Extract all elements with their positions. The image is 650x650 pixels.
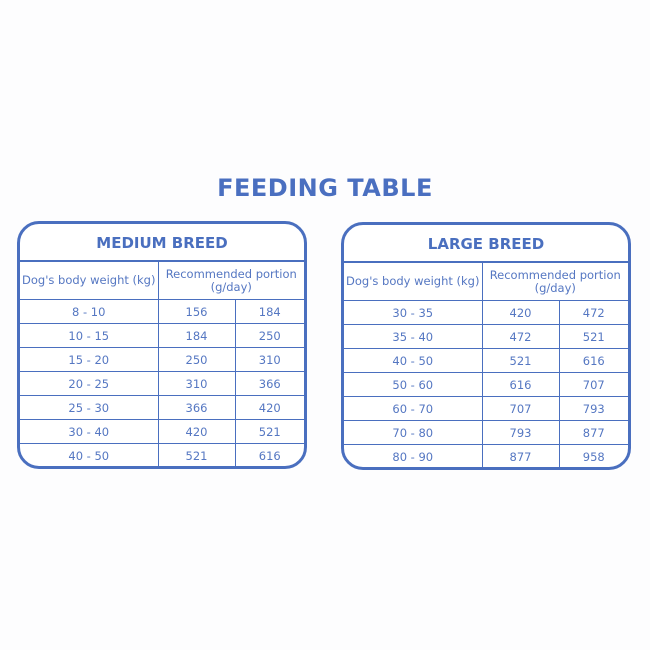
portion-min-cell: 420 bbox=[157, 419, 236, 444]
weight-cell: 80 - 90 bbox=[344, 444, 483, 467]
weight-cell: 60 - 70 bbox=[344, 396, 483, 421]
weight-cell: 20 - 25 bbox=[20, 371, 159, 396]
header-portion: Recommended portion (g/day) bbox=[481, 263, 628, 301]
table-row: 40 - 50 521 616 bbox=[20, 443, 304, 466]
table-row: 8 - 10 156 184 bbox=[20, 299, 304, 324]
portion-max-cell: 958 bbox=[558, 444, 628, 467]
portion-min-cell: 184 bbox=[157, 323, 236, 348]
portion-min-cell: 472 bbox=[481, 324, 560, 349]
weight-cell: 8 - 10 bbox=[20, 299, 159, 324]
table-row: 15 - 20 250 310 bbox=[20, 347, 304, 372]
card-title: LARGE BREED bbox=[344, 225, 628, 263]
table-row: 30 - 40 420 521 bbox=[20, 419, 304, 444]
card-title: MEDIUM BREED bbox=[20, 224, 304, 262]
portion-max-cell: 877 bbox=[558, 420, 628, 445]
portion-min-cell: 707 bbox=[481, 396, 560, 421]
weight-cell: 10 - 15 bbox=[20, 323, 159, 348]
weight-cell: 30 - 40 bbox=[20, 419, 159, 444]
page-title: FEEDING TABLE bbox=[217, 174, 433, 202]
portion-max-cell: 793 bbox=[558, 396, 628, 421]
portion-min-cell: 877 bbox=[481, 444, 560, 467]
portion-max-cell: 184 bbox=[234, 299, 304, 324]
table-row: 20 - 25 310 366 bbox=[20, 371, 304, 396]
weight-cell: 40 - 50 bbox=[20, 443, 159, 466]
table-row: 70 - 80 793 877 bbox=[344, 420, 628, 445]
portion-min-cell: 366 bbox=[157, 395, 236, 420]
feeding-table: Dog's body weight (kg) Recommended porti… bbox=[20, 262, 304, 466]
table-row: 25 - 30 366 420 bbox=[20, 395, 304, 420]
portion-max-cell: 310 bbox=[234, 347, 304, 372]
weight-cell: 35 - 40 bbox=[344, 324, 483, 349]
portion-max-cell: 521 bbox=[234, 419, 304, 444]
table-row: 50 - 60 616 707 bbox=[344, 372, 628, 397]
portion-max-cell: 707 bbox=[558, 372, 628, 397]
portion-min-cell: 420 bbox=[481, 300, 560, 325]
weight-cell: 40 - 50 bbox=[344, 348, 483, 373]
table-row: 30 - 35 420 472 bbox=[344, 300, 628, 325]
feeding-table: Dog's body weight (kg) Recommended porti… bbox=[344, 263, 628, 467]
portion-min-cell: 521 bbox=[157, 443, 236, 466]
table-row: 40 - 50 521 616 bbox=[344, 348, 628, 373]
portion-max-cell: 616 bbox=[234, 443, 304, 466]
header-weight: Dog's body weight (kg) bbox=[344, 263, 483, 301]
portion-min-cell: 616 bbox=[481, 372, 560, 397]
portion-min-cell: 156 bbox=[157, 299, 236, 324]
table-row: 80 - 90 877 958 bbox=[344, 444, 628, 467]
weight-cell: 30 - 35 bbox=[344, 300, 483, 325]
portion-min-cell: 250 bbox=[157, 347, 236, 372]
table-row: 35 - 40 472 521 bbox=[344, 324, 628, 349]
weight-cell: 50 - 60 bbox=[344, 372, 483, 397]
weight-cell: 15 - 20 bbox=[20, 347, 159, 372]
portion-min-cell: 310 bbox=[157, 371, 236, 396]
portion-max-cell: 420 bbox=[234, 395, 304, 420]
portion-min-cell: 521 bbox=[481, 348, 560, 373]
weight-cell: 25 - 30 bbox=[20, 395, 159, 420]
portion-max-cell: 521 bbox=[558, 324, 628, 349]
table-row: 60 - 70 707 793 bbox=[344, 396, 628, 421]
weight-cell: 70 - 80 bbox=[344, 420, 483, 445]
header-portion: Recommended portion (g/day) bbox=[157, 262, 304, 300]
medium-breed-card: MEDIUM BREED Dog's body weight (kg) Reco… bbox=[17, 221, 307, 469]
portion-min-cell: 793 bbox=[481, 420, 560, 445]
portion-max-cell: 472 bbox=[558, 300, 628, 325]
portion-max-cell: 250 bbox=[234, 323, 304, 348]
large-breed-card: LARGE BREED Dog's body weight (kg) Recom… bbox=[341, 222, 631, 470]
portion-max-cell: 366 bbox=[234, 371, 304, 396]
header-weight: Dog's body weight (kg) bbox=[20, 262, 159, 300]
table-row: 10 - 15 184 250 bbox=[20, 323, 304, 348]
portion-max-cell: 616 bbox=[558, 348, 628, 373]
